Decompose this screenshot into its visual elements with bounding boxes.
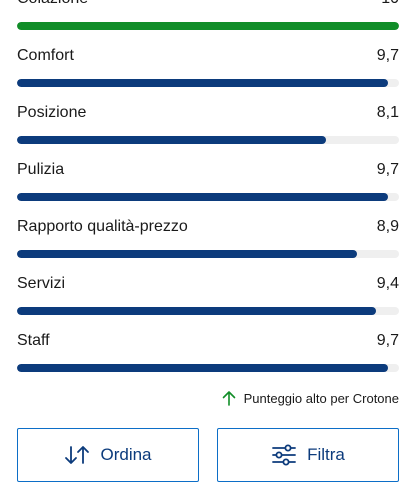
high-score-note: Punteggio alto per Crotone <box>222 390 399 406</box>
rating-bar-track <box>17 193 399 201</box>
rating-item-posizione: Posizione 8,1 <box>17 103 399 160</box>
sliders-icon <box>271 443 297 467</box>
filter-button[interactable]: Filtra <box>217 428 399 482</box>
rating-label: Posizione <box>17 104 87 121</box>
rating-bar-track <box>17 136 399 144</box>
rating-label: Staff <box>17 332 50 349</box>
rating-bar-fill <box>17 193 388 201</box>
rating-item-comfort: Comfort 9,7 <box>17 46 399 103</box>
rating-bar-fill <box>17 364 388 372</box>
rating-score: 9,7 <box>376 47 399 64</box>
arrow-up-icon <box>222 391 235 406</box>
rating-label: Pulizia <box>17 161 65 178</box>
rating-bar-fill <box>17 22 399 30</box>
rating-bar-fill <box>17 250 357 258</box>
rating-bar-fill <box>17 307 377 315</box>
rating-item-staff: Staff 9,7 <box>17 331 399 388</box>
rating-label: Rapporto qualità-prezzo <box>17 218 188 235</box>
rating-list: Colazione 10 Comfort 9,7 Posizione 8,1 P… <box>17 0 399 388</box>
rating-bar-fill <box>17 136 327 144</box>
filter-button-label: Filtra <box>307 445 345 464</box>
rating-item-colazione: Colazione 10 <box>17 0 399 46</box>
rating-bar-track <box>17 79 399 87</box>
rating-score: 10 <box>381 0 399 9</box>
rating-bar-track <box>17 307 399 315</box>
rating-item-pulizia: Pulizia 9,7 <box>17 160 399 217</box>
rating-label: Servizi <box>17 275 66 292</box>
rating-item-rapporto-qualita-prezzo: Rapporto qualità-prezzo 8,9 <box>17 217 399 274</box>
rating-bar-fill <box>17 79 388 87</box>
sort-button[interactable]: Ordina <box>17 428 199 482</box>
rating-label: Comfort <box>17 47 74 64</box>
rating-score: 9,7 <box>376 332 399 349</box>
sort-arrows-icon <box>64 444 90 466</box>
rating-score: 9,4 <box>376 275 399 292</box>
rating-score: 9,7 <box>376 161 399 178</box>
high-score-text: Punteggio alto per Crotone <box>243 390 399 406</box>
rating-bar-track <box>17 250 399 258</box>
sort-button-label: Ordina <box>100 445 152 464</box>
rating-bar-track <box>17 22 399 30</box>
rating-label: Colazione <box>17 0 88 9</box>
rating-score: 8,1 <box>376 104 399 121</box>
action-buttons: Ordina Filtra <box>17 428 399 482</box>
rating-bar-track <box>17 364 399 372</box>
rating-item-servizi: Servizi 9,4 <box>17 274 399 331</box>
rating-score: 8,9 <box>376 218 399 235</box>
